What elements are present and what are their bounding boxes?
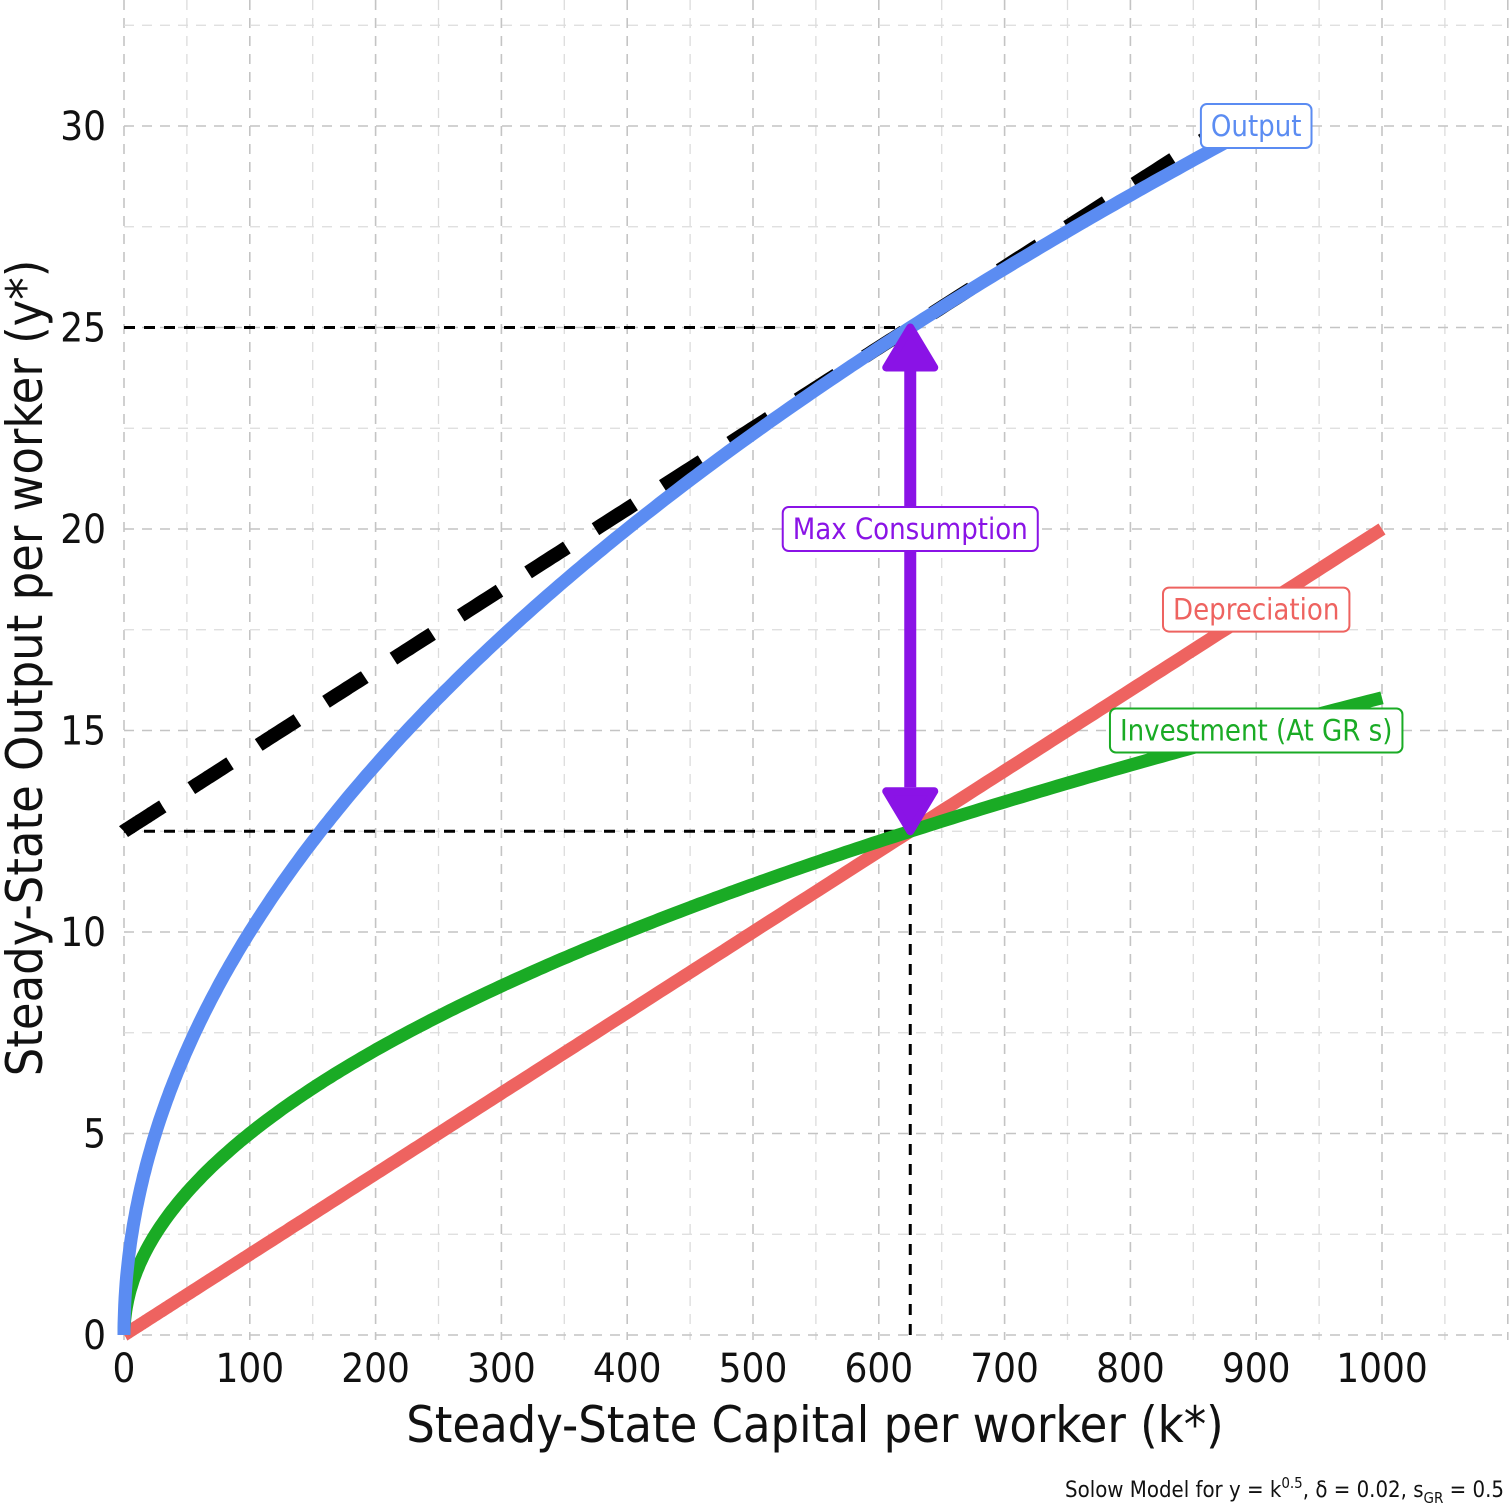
depreciation-line — [117, 523, 1386, 1342]
tick-labels: 0 100 200 300 400 500 600 700 800 900 1000 0 5 10 15 20… — [60, 104, 1428, 1392]
caption-exponent: 0.5 — [1281, 1474, 1302, 1492]
caption-middle: , δ = 0.02, s — [1303, 1478, 1424, 1503]
x-tick-label: 1000 — [1336, 1346, 1428, 1392]
label-max-consumption-box — [781, 506, 1039, 552]
label-output-box — [1199, 103, 1313, 149]
x-tick-label: 700 — [970, 1346, 1039, 1392]
output-line — [117, 131, 1240, 1336]
label-depreciation-text: Depreciation — [1173, 593, 1339, 627]
x-axis-title: Steady-State Capital per worker (k*) — [406, 1396, 1224, 1454]
caption: Solow Model for y = k0.5, δ = 0.02, sGR … — [1065, 1474, 1504, 1507]
label-investment-at-gr-s-text: Investment (At GR s) — [1120, 714, 1392, 748]
label-max-consumption-text: Max Consumption — [793, 512, 1028, 546]
label-output: Output — [1199, 103, 1313, 149]
x-tick-label: 800 — [1096, 1346, 1165, 1392]
x-tick-label: 0 — [113, 1346, 136, 1392]
label-investment-at-gr-s: Investment (At GR s) — [1108, 707, 1404, 754]
x-tick-label: 600 — [844, 1346, 913, 1392]
x-tick-label: 100 — [215, 1346, 284, 1392]
y-tick-label: 5 — [83, 1112, 106, 1158]
x-tick-label: 200 — [341, 1346, 410, 1392]
y-tick-label: 20 — [60, 507, 106, 553]
series-labels: Output Depreciation Investment (At GR s) Ma… — [781, 103, 1404, 754]
label-output-text: Output — [1211, 109, 1302, 143]
grid — [123, 0, 1509, 1340]
x-tick-label: 400 — [593, 1346, 662, 1392]
y-tick-label: 15 — [60, 709, 106, 755]
caption-subscript: GR — [1424, 1489, 1444, 1507]
arrow-head-down — [882, 787, 939, 836]
y-tick-label: 30 — [60, 104, 106, 150]
x-tick-label: 300 — [467, 1346, 536, 1392]
guide-lines — [124, 326, 912, 1335]
caption-suffix: = 0.5 — [1443, 1478, 1504, 1503]
max-consumption-arrow — [882, 323, 939, 836]
label-investment-at-gr-s-box — [1108, 707, 1404, 754]
x-tick-label: 900 — [1222, 1346, 1291, 1392]
label-depreciation: Depreciation — [1161, 586, 1351, 633]
label-depreciation-box — [1161, 586, 1351, 633]
y-tick-label: 10 — [60, 910, 106, 956]
y-axis-title: Steady-State Output per worker (y*) — [0, 260, 54, 1077]
arrow-head-up — [882, 323, 939, 372]
label-max-consumption: Max Consumption — [781, 506, 1039, 552]
y-tick-label: 25 — [60, 306, 106, 352]
series-lines — [117, 120, 1386, 1342]
caption-prefix: Solow Model for y = k — [1065, 1478, 1282, 1503]
y-tick-label: 0 — [83, 1313, 106, 1359]
investment-at-gr-s-line — [117, 691, 1384, 1336]
x-tick-label: 500 — [719, 1346, 788, 1392]
